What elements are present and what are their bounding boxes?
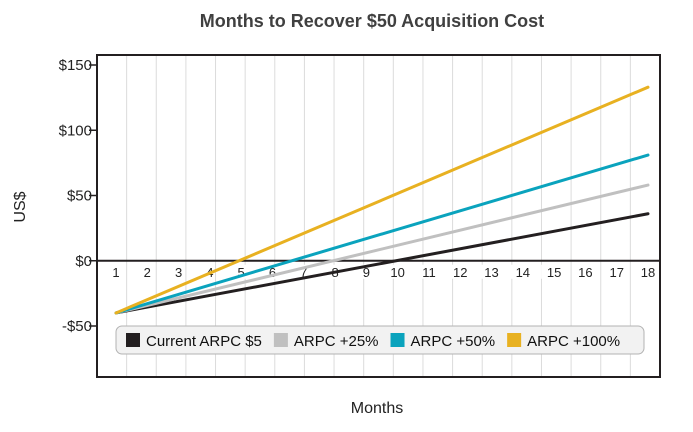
- legend-swatch: [126, 333, 140, 347]
- series-lines: [114, 85, 650, 315]
- series-line: [114, 212, 650, 315]
- legend-swatch: [273, 333, 288, 347]
- x-tick-label: 3: [175, 265, 182, 280]
- x-tick-label: 2: [144, 265, 151, 280]
- x-tick-bg: [572, 264, 591, 279]
- legend-entry: ARPC +100%: [527, 333, 620, 350]
- x-tick-label: 7: [300, 265, 307, 280]
- legend-entry: ARPC +25%: [294, 333, 379, 350]
- x-tick-label: 11: [422, 265, 436, 280]
- x-tick-bg: [635, 264, 653, 279]
- x-tick-bg: [415, 264, 434, 279]
- legend-entry: ARPC +50%: [411, 333, 496, 350]
- x-tick-bg: [165, 264, 184, 279]
- legend-entry: Current ARPC $5: [146, 333, 262, 350]
- x-tick-label: 5: [238, 265, 245, 280]
- x-tick-bg: [541, 264, 560, 279]
- series-line: [114, 85, 650, 315]
- x-tick-label: 15: [547, 265, 561, 280]
- x-tick-label: 13: [484, 265, 498, 280]
- chart-title: Months to Recover $50 Acquisition Cost: [200, 11, 544, 31]
- legend: Current ARPC $5 ARPC +25% ARPC +50% ARPC +1…: [115, 325, 645, 355]
- legend-swatch: [507, 333, 522, 347]
- x-tick-label: 6: [269, 265, 276, 280]
- x-tick-label: 12: [453, 265, 467, 280]
- y-tick-label: $150: [59, 57, 92, 74]
- x-tick-bg: [478, 264, 497, 279]
- x-tick-label: 10: [390, 265, 404, 280]
- series-line: [114, 153, 650, 315]
- x-tick-label: 9: [363, 265, 370, 280]
- legend-swatch: [390, 333, 405, 347]
- y-tick-label: -$50: [62, 318, 92, 335]
- x-tick-label: 17: [609, 265, 623, 280]
- y-tick-label: $0: [75, 253, 92, 270]
- x-tick-bg: [509, 264, 528, 279]
- y-axis: $150 $100 $50 $0 -$50: [59, 57, 97, 335]
- x-tick-label: 18: [641, 265, 655, 280]
- y-axis-label: US$: [12, 191, 29, 222]
- x-tick-bg: [447, 264, 466, 279]
- grid-lines: [126, 56, 631, 376]
- x-tick-label: 16: [578, 265, 592, 280]
- x-tick-bg: [384, 264, 403, 279]
- x-tick-label: 14: [516, 265, 530, 280]
- x-tick-bg: [603, 264, 622, 279]
- x-tick-label: 1: [112, 265, 119, 280]
- x-tick-bg: [134, 264, 153, 279]
- y-tick-label: $50: [67, 188, 92, 205]
- x-axis-ticks: 123456789101112131415161718: [103, 264, 655, 280]
- y-tick-label: $100: [59, 122, 92, 139]
- x-tick-bg: [103, 264, 121, 279]
- x-axis-label: Months: [351, 400, 403, 417]
- series-line: [114, 183, 650, 315]
- plot-area: [97, 55, 660, 377]
- plot-frame: [96, 54, 661, 378]
